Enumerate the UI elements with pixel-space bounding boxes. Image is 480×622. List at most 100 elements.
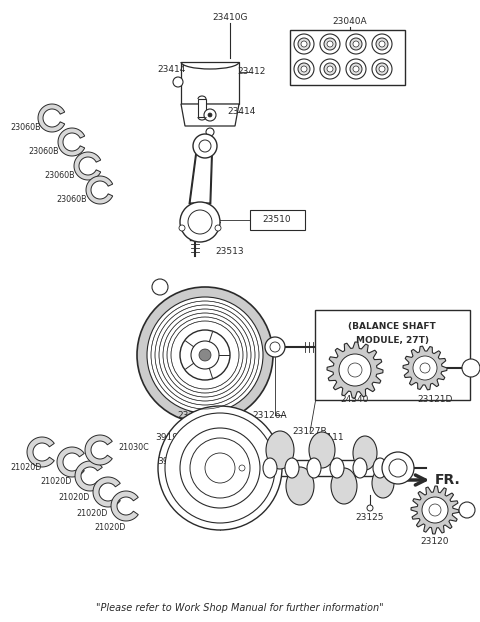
Polygon shape — [111, 491, 138, 521]
Circle shape — [165, 413, 275, 523]
Text: A: A — [468, 363, 474, 373]
Text: 39190A: 39190A — [157, 458, 192, 466]
Circle shape — [206, 128, 214, 136]
Polygon shape — [411, 486, 459, 534]
Circle shape — [353, 66, 359, 72]
Circle shape — [188, 210, 212, 234]
Circle shape — [348, 363, 362, 377]
Polygon shape — [75, 461, 102, 491]
Polygon shape — [74, 152, 101, 180]
Circle shape — [382, 452, 414, 484]
Text: 23127B: 23127B — [293, 427, 327, 437]
Text: (BALANCE SHAFT: (BALANCE SHAFT — [348, 322, 436, 330]
Bar — [250, 210, 305, 230]
Circle shape — [199, 349, 211, 361]
Text: A: A — [157, 282, 163, 292]
Text: 23121D: 23121D — [417, 396, 453, 404]
Text: 23060B: 23060B — [44, 172, 74, 180]
Ellipse shape — [285, 458, 299, 478]
Circle shape — [301, 66, 307, 72]
Text: 23111: 23111 — [316, 434, 344, 442]
Circle shape — [147, 297, 263, 413]
Circle shape — [199, 140, 211, 152]
Text: 24340: 24340 — [341, 396, 369, 404]
Text: 23040A: 23040A — [333, 17, 367, 27]
Circle shape — [137, 287, 273, 423]
Text: 39191: 39191 — [156, 434, 184, 442]
Circle shape — [350, 63, 362, 75]
Text: 21020D: 21020D — [94, 524, 125, 532]
Ellipse shape — [307, 458, 321, 478]
Circle shape — [294, 34, 314, 54]
Ellipse shape — [286, 467, 314, 505]
Circle shape — [205, 453, 235, 483]
Text: 23060B: 23060B — [28, 147, 59, 157]
Circle shape — [350, 38, 362, 50]
Text: 23060B: 23060B — [56, 195, 86, 205]
Polygon shape — [403, 346, 447, 390]
Circle shape — [298, 38, 310, 50]
Text: 23124B: 23124B — [178, 411, 212, 419]
Circle shape — [462, 359, 480, 377]
Circle shape — [191, 341, 219, 369]
Text: 21020D: 21020D — [58, 493, 89, 503]
Ellipse shape — [309, 432, 335, 468]
Text: 23120: 23120 — [421, 537, 449, 547]
Polygon shape — [181, 104, 239, 126]
Circle shape — [204, 109, 216, 121]
Polygon shape — [27, 437, 54, 467]
Circle shape — [327, 66, 333, 72]
Text: 23410G: 23410G — [212, 14, 248, 22]
Circle shape — [420, 363, 430, 373]
Circle shape — [298, 63, 310, 75]
Circle shape — [429, 504, 441, 516]
Polygon shape — [58, 128, 84, 156]
Circle shape — [320, 59, 340, 79]
Circle shape — [379, 66, 385, 72]
Ellipse shape — [373, 458, 387, 478]
Ellipse shape — [372, 468, 394, 498]
Text: 21020D: 21020D — [40, 478, 72, 486]
Circle shape — [193, 134, 217, 158]
Text: 23414: 23414 — [158, 65, 186, 75]
Circle shape — [324, 38, 336, 50]
Ellipse shape — [353, 458, 367, 478]
Text: 21020D: 21020D — [76, 509, 108, 519]
Text: 21020D: 21020D — [10, 463, 41, 473]
Polygon shape — [85, 435, 112, 465]
Circle shape — [367, 505, 373, 511]
Ellipse shape — [266, 431, 294, 469]
Circle shape — [376, 63, 388, 75]
Text: "Please refer to Work Shop Manual for further information": "Please refer to Work Shop Manual for fu… — [96, 603, 384, 613]
Circle shape — [239, 465, 245, 471]
Circle shape — [179, 225, 185, 231]
Text: A: A — [464, 506, 469, 514]
Text: FR.: FR. — [435, 473, 461, 487]
Circle shape — [376, 38, 388, 50]
Circle shape — [346, 59, 366, 79]
Polygon shape — [190, 142, 212, 203]
Circle shape — [353, 41, 359, 47]
Circle shape — [346, 34, 366, 54]
Circle shape — [327, 41, 333, 47]
Ellipse shape — [330, 458, 344, 478]
Circle shape — [413, 356, 437, 380]
Polygon shape — [93, 477, 120, 507]
Circle shape — [152, 279, 168, 295]
Circle shape — [422, 497, 448, 523]
Text: 23126A: 23126A — [252, 411, 288, 419]
Text: 21030C: 21030C — [118, 443, 149, 452]
Text: 23412: 23412 — [238, 68, 266, 77]
Circle shape — [173, 77, 183, 87]
Text: 23125: 23125 — [356, 514, 384, 522]
Circle shape — [389, 459, 407, 477]
Polygon shape — [327, 342, 383, 398]
Ellipse shape — [353, 436, 377, 470]
Circle shape — [265, 337, 285, 357]
Text: 23510: 23510 — [263, 215, 291, 225]
Circle shape — [294, 59, 314, 79]
Polygon shape — [57, 447, 84, 477]
Circle shape — [320, 34, 340, 54]
Circle shape — [215, 225, 221, 231]
Text: MODULE, 27T): MODULE, 27T) — [356, 335, 429, 345]
